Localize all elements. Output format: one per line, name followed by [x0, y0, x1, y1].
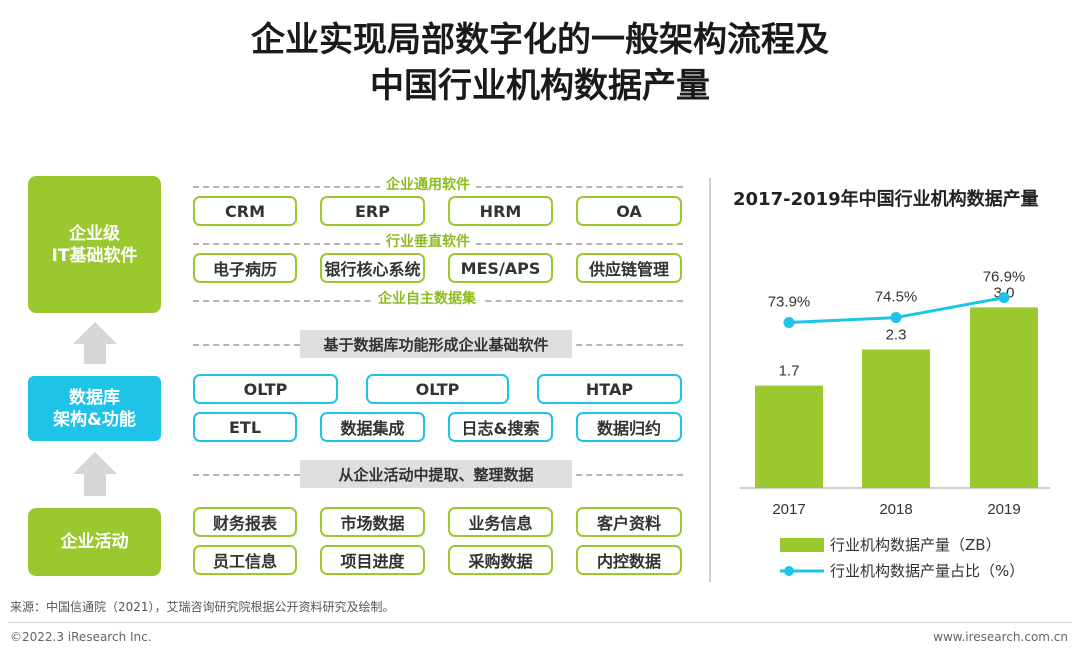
item-htap: HTAP — [537, 374, 682, 404]
item-project-progress: 项目进度 — [320, 545, 425, 575]
db-block-line2: 架构&功能 — [53, 409, 136, 430]
db-block-line1: 数据库 — [69, 387, 120, 408]
it-block-line2: IT基础软件 — [51, 245, 138, 266]
chart-area: 1.720172.320183.0201973.9%74.5%76.9%行业机构… — [740, 269, 1050, 580]
item-log-search: 日志&搜索 — [448, 412, 553, 442]
line-point-2019 — [998, 292, 1010, 304]
bar-2017 — [755, 385, 823, 488]
bar-2018 — [862, 349, 930, 488]
bar-label-2018: 2.3 — [886, 327, 907, 344]
page-title-line2: 中国行业机构数据产量 — [370, 66, 710, 106]
item-oa: OA — [576, 196, 682, 226]
footer-website: www.iresearch.com.cn — [933, 630, 1068, 644]
x-tick-label-2018: 2018 — [879, 501, 912, 518]
section-own-dataset: 企业自主数据集 — [372, 290, 482, 308]
source-note: 来源：中国信通院（2021），艾瑞咨询研究院根据公开资料研究及绘制。 — [10, 600, 395, 614]
footer-divider — [8, 622, 1072, 623]
footer-copyright: ©2022.3 iResearch Inc. — [10, 630, 152, 644]
line-label-2019: 76.9% — [983, 269, 1026, 286]
item-hrm: HRM — [448, 196, 553, 226]
section-general-software: 企业通用软件 — [380, 176, 476, 194]
legend-swatch-bar — [780, 538, 824, 552]
vertical-divider — [709, 178, 711, 582]
band-extract-data: 从企业活动中提取、整理数据 — [300, 460, 572, 488]
database-block: 数据库 架构&功能 — [28, 376, 161, 441]
x-tick-label-2017: 2017 — [772, 501, 805, 518]
line-label-2017: 73.9% — [768, 294, 811, 311]
item-employee-info: 员工信息 — [193, 545, 297, 575]
item-erp: ERP — [320, 196, 425, 226]
item-market-data: 市场数据 — [320, 507, 425, 537]
item-oltp-1: OLTP — [193, 374, 338, 404]
item-procurement-data: 采购数据 — [448, 545, 553, 575]
item-scm: 供应链管理 — [576, 253, 682, 283]
up-arrow-icon — [73, 322, 117, 364]
legend-marker-line — [784, 566, 794, 576]
item-mes-aps: MES/APS — [448, 253, 553, 283]
line-point-2017 — [783, 317, 795, 329]
bar-label-2017: 1.7 — [779, 363, 800, 380]
bar-2019 — [970, 307, 1038, 488]
line-label-2018: 74.5% — [875, 289, 918, 306]
page-title-line1: 企业实现局部数字化的一般架构流程及 — [251, 20, 829, 60]
item-data-reduction: 数据归约 — [576, 412, 682, 442]
item-crm: CRM — [193, 196, 297, 226]
item-core-banking: 银行核心系统 — [320, 253, 425, 283]
item-internal-control-data: 内控数据 — [576, 545, 682, 575]
item-emr: 电子病历 — [193, 253, 297, 283]
item-financial-report: 财务报表 — [193, 507, 297, 537]
legend-label-line: 行业机构数据产量占比（%） — [830, 562, 1024, 580]
chart-title: 2017-2019年中国行业机构数据产量 — [733, 189, 1039, 210]
item-etl: ETL — [193, 412, 297, 442]
section-vertical-software: 行业垂直软件 — [380, 233, 476, 251]
legend-label-bar: 行业机构数据产量（ZB） — [830, 536, 1001, 554]
item-business-info: 业务信息 — [448, 507, 553, 537]
line-point-2018 — [890, 312, 902, 324]
item-data-integration: 数据集成 — [320, 412, 425, 442]
enterprise-activity-block: 企业活动 — [28, 508, 161, 576]
act-block-label: 企业活动 — [60, 532, 129, 552]
band-database-software: 基于数据库功能形成企业基础软件 — [300, 330, 572, 358]
up-arrow-icon — [73, 452, 117, 496]
it-software-block: 企业级 IT基础软件 — [28, 176, 161, 313]
item-customer-data: 客户资料 — [576, 507, 682, 537]
item-oltp-2: OLTP — [366, 374, 509, 404]
x-tick-label-2019: 2019 — [987, 501, 1020, 518]
it-block-line1: 企业级 — [69, 223, 120, 244]
